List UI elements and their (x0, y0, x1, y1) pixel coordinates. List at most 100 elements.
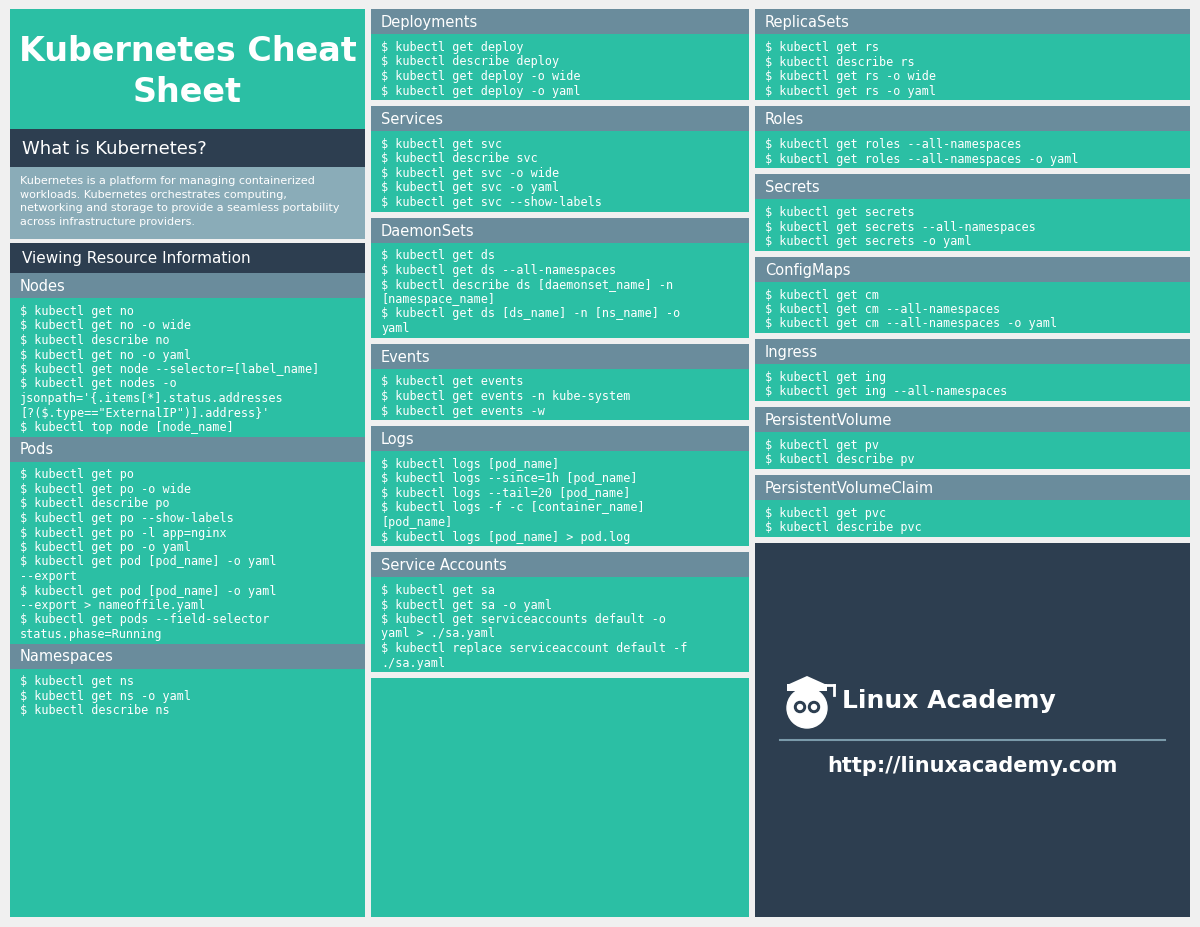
Text: $ kubectl get no: $ kubectl get no (20, 305, 134, 318)
Text: $ kubectl logs [pod_name] > pod.log: $ kubectl logs [pod_name] > pod.log (382, 530, 630, 543)
Bar (10, 130, 365, 168)
Text: $ kubectl get svc -o wide: $ kubectl get svc -o wide (382, 167, 559, 180)
Text: $ kubectl get po: $ kubectl get po (20, 468, 134, 481)
Bar (755, 107, 1190, 132)
Text: $ kubectl get secrets: $ kubectl get secrets (766, 206, 914, 219)
Text: $ kubectl get rs -o yaml: $ kubectl get rs -o yaml (766, 84, 936, 97)
Text: $ kubectl get serviceaccounts default -o: $ kubectl get serviceaccounts default -o (382, 613, 666, 626)
Bar (755, 408, 1190, 433)
Text: $ kubectl get ds: $ kubectl get ds (382, 249, 496, 262)
Text: Roles: Roles (766, 112, 804, 127)
Bar (10, 462, 365, 644)
Text: $ kubectl get ns: $ kubectl get ns (20, 675, 134, 688)
Text: $ kubectl logs --since=1h [pod_name]: $ kubectl logs --since=1h [pod_name] (382, 472, 637, 485)
Text: $ kubectl describe no: $ kubectl describe no (20, 334, 169, 347)
Text: Logs: Logs (382, 432, 415, 447)
Bar (371, 344, 749, 369)
Text: yaml: yaml (382, 322, 409, 335)
Bar (755, 433, 1190, 469)
Text: $ kubectl get po -o yaml: $ kubectl get po -o yaml (20, 540, 191, 553)
Bar (371, 243, 749, 338)
Bar (10, 298, 365, 437)
Text: --export > nameoffile.yaml: --export > nameoffile.yaml (20, 598, 205, 611)
Bar (371, 107, 749, 132)
Bar (755, 257, 1190, 282)
Text: jsonpath='{.items[*].status.addresses: jsonpath='{.items[*].status.addresses (20, 391, 283, 404)
Bar (10, 244, 365, 273)
Text: $ kubectl get svc -o yaml: $ kubectl get svc -o yaml (382, 182, 559, 195)
Bar (787, 684, 827, 692)
Text: Ingress: Ingress (766, 345, 818, 360)
Text: Secrets: Secrets (766, 180, 820, 195)
Text: $ kubectl describe pvc: $ kubectl describe pvc (766, 521, 922, 534)
Circle shape (798, 705, 803, 710)
Text: $ kubectl get svc: $ kubectl get svc (382, 138, 502, 151)
Text: ReplicaSets: ReplicaSets (766, 15, 850, 30)
Text: $ kubectl replace serviceaccount default -f: $ kubectl replace serviceaccount default… (382, 641, 688, 654)
Bar (371, 132, 749, 212)
Text: $ kubectl get secrets -o yaml: $ kubectl get secrets -o yaml (766, 235, 972, 248)
Text: $ kubectl get pv: $ kubectl get pv (766, 438, 878, 451)
Text: $ kubectl get ing --all-namespaces: $ kubectl get ing --all-namespaces (766, 385, 1007, 398)
Bar (371, 552, 749, 578)
Text: $ kubectl get events -w: $ kubectl get events -w (382, 404, 545, 417)
Circle shape (787, 688, 827, 729)
Circle shape (811, 705, 816, 710)
Bar (755, 501, 1190, 538)
Bar (755, 132, 1190, 169)
Bar (371, 10, 749, 35)
Text: What is Kubernetes?: What is Kubernetes? (22, 140, 206, 158)
Text: $ kubectl describe rs: $ kubectl describe rs (766, 56, 914, 69)
Bar (755, 339, 1190, 364)
Text: $ kubectl get roles --all-namespaces: $ kubectl get roles --all-namespaces (766, 138, 1021, 151)
Text: Nodes: Nodes (20, 279, 66, 294)
Text: $ kubectl get sa: $ kubectl get sa (382, 583, 496, 596)
Text: ./sa.yaml: ./sa.yaml (382, 655, 445, 668)
Text: $ kubectl logs [pod_name]: $ kubectl logs [pod_name] (382, 458, 559, 471)
Text: Linux Academy: Linux Academy (842, 688, 1056, 712)
Bar (755, 10, 1190, 35)
Text: $ kubectl get deploy -o wide: $ kubectl get deploy -o wide (382, 70, 581, 83)
Text: $ kubectl get no -o yaml: $ kubectl get no -o yaml (20, 349, 191, 362)
Bar (371, 369, 749, 421)
Text: $ kubectl get rs -o wide: $ kubectl get rs -o wide (766, 70, 936, 83)
Text: Deployments: Deployments (382, 15, 479, 30)
Text: http://linuxacademy.com: http://linuxacademy.com (827, 756, 1117, 775)
Bar (371, 451, 749, 546)
Text: $ kubectl get po -l app=nginx: $ kubectl get po -l app=nginx (20, 526, 227, 539)
Text: $ kubectl describe deploy: $ kubectl describe deploy (382, 56, 559, 69)
Text: Service Accounts: Service Accounts (382, 557, 506, 572)
Bar (371, 578, 749, 672)
Polygon shape (787, 677, 827, 694)
Text: [pod_name]: [pod_name] (382, 515, 452, 528)
Text: Kubernetes is a platform for managing containerized
workloads. Kubernetes orches: Kubernetes is a platform for managing co… (20, 176, 340, 226)
Text: $ kubectl get pvc: $ kubectl get pvc (766, 506, 886, 519)
Circle shape (809, 702, 820, 713)
Bar (755, 543, 1190, 917)
Text: $ kubectl get po -o wide: $ kubectl get po -o wide (20, 482, 191, 495)
Bar (371, 679, 749, 917)
Bar (10, 168, 365, 240)
Text: $ kubectl get pods --field-selector: $ kubectl get pods --field-selector (20, 613, 269, 626)
Text: $ kubectl get svc --show-labels: $ kubectl get svc --show-labels (382, 196, 602, 209)
Bar (755, 200, 1190, 251)
Text: $ kubectl get events: $ kubectl get events (382, 375, 523, 388)
Text: $ kubectl get no -o wide: $ kubectl get no -o wide (20, 319, 191, 332)
Bar (10, 10, 365, 130)
Text: DaemonSets: DaemonSets (382, 223, 475, 238)
Text: $ kubectl describe svc: $ kubectl describe svc (382, 152, 538, 165)
Text: $ kubectl logs -f -c [container_name]: $ kubectl logs -f -c [container_name] (382, 501, 644, 514)
Text: $ kubectl get sa -o yaml: $ kubectl get sa -o yaml (382, 598, 552, 611)
Text: status.phase=Running: status.phase=Running (20, 628, 162, 641)
Text: $ kubectl get rs: $ kubectl get rs (766, 41, 878, 54)
Text: $ kubectl get roles --all-namespaces -o yaml: $ kubectl get roles --all-namespaces -o … (766, 152, 1079, 165)
Bar (755, 35, 1190, 101)
Text: ConfigMaps: ConfigMaps (766, 262, 851, 277)
Text: $ kubectl get po --show-labels: $ kubectl get po --show-labels (20, 512, 234, 525)
Bar (10, 273, 365, 298)
Text: $ kubectl get secrets --all-namespaces: $ kubectl get secrets --all-namespaces (766, 221, 1036, 234)
Bar (755, 364, 1190, 401)
Text: yaml > ./sa.yaml: yaml > ./sa.yaml (382, 627, 496, 640)
Text: $ kubectl top node [node_name]: $ kubectl top node [node_name] (20, 421, 234, 434)
Text: [?($.type=="ExternalIP")].address}': [?($.type=="ExternalIP")].address}' (20, 406, 269, 419)
